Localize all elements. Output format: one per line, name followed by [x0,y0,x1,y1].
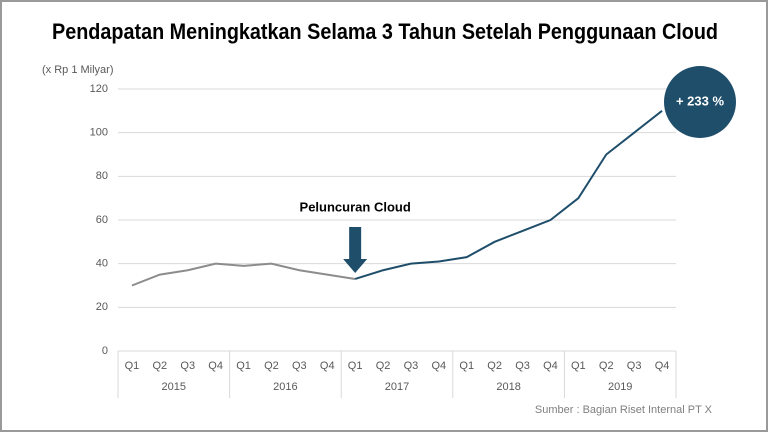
series-line [354,110,663,280]
y-tick-label: 0 [102,345,108,357]
annotation-arrow [343,227,368,273]
series-line [131,262,356,287]
x-tick-label: Q2 [599,360,614,372]
x-tick-label: Q3 [292,360,307,372]
x-tick-label: Q3 [404,360,419,372]
annotation: Peluncuran Cloud [300,199,411,214]
x-tick-label: Q3 [627,360,642,372]
x-tick-label: Q2 [487,360,502,372]
y-tick-label: 120 [90,83,108,95]
year-label: 2017 [385,381,409,393]
y-tick-label: 20 [96,301,108,313]
x-tick-label: Q2 [264,360,279,372]
x-tick-label: Q2 [153,360,168,372]
badge-label: + 233 % [676,93,725,108]
y-tick-label: 80 [96,170,108,182]
x-tick-label: Q3 [515,360,530,372]
y-tick-label: 60 [96,214,108,226]
x-tick-label: Q1 [236,360,251,372]
y-tick-label: 100 [90,127,108,139]
x-tick-label: Q3 [180,360,195,372]
x-tick-label: Q4 [655,360,670,372]
source: Sumber : Bagian Riset Internal PT X [535,404,713,416]
chart-title: Pendapatan Meningkatkan Selama 3 Tahun S… [52,19,718,44]
x-tick-label: Q4 [208,360,223,372]
x-tick-label: Q4 [320,360,335,372]
x-tick-label: Q1 [348,360,363,372]
x-tick-label: Q2 [376,360,391,372]
badge [664,66,736,138]
x-tick-label: Q4 [543,360,558,372]
year-label: 2016 [273,381,297,393]
x-tick-label: Q4 [432,360,447,372]
year-label: 2015 [162,381,186,393]
year-label: 2019 [608,381,632,393]
y-unit: (x Rp 1 Milyar) [42,64,114,76]
x-tick-label: Q1 [125,360,140,372]
x-tick-label: Q1 [459,360,474,372]
y-tick-label: 40 [96,258,108,270]
x-tick-label: Q1 [571,360,586,372]
year-label: 2018 [496,381,520,393]
